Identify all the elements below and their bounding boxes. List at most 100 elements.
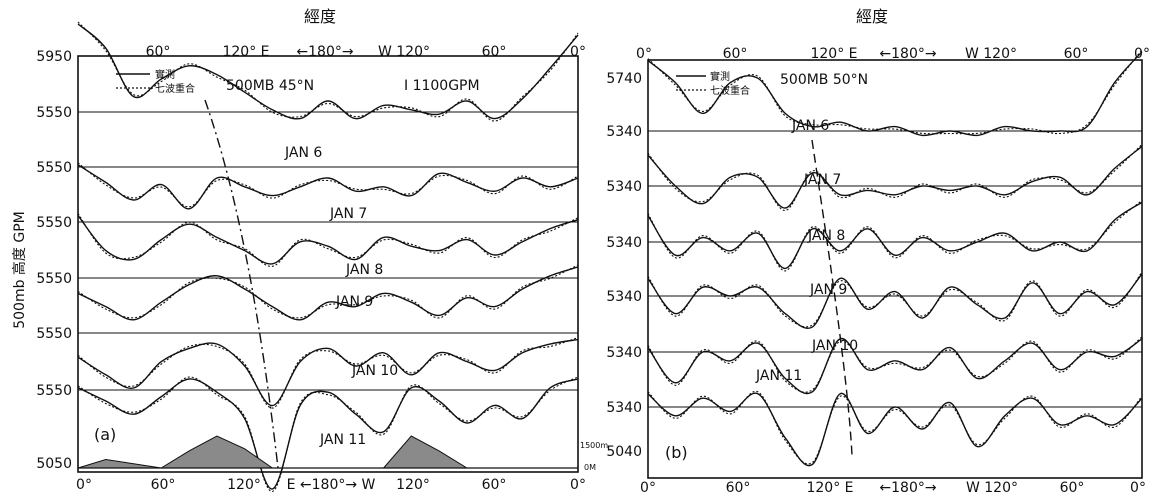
series-label: JAN 6 — [791, 118, 829, 134]
panel-a-contour-note: I 1100GPM — [404, 78, 480, 94]
panel-a-ytick: 5550 — [36, 271, 72, 287]
panel-a-bottom-tick: 0° — [570, 477, 586, 493]
series-line-seven-wave — [647, 271, 1143, 328]
legend-label-seven-wave: 七波重合 — [710, 84, 750, 97]
panel-a-top-axis-title: 經度 — [304, 7, 336, 26]
panel-b-bottom-tick: 0° — [1130, 480, 1146, 496]
series-line-seven-wave — [647, 336, 1143, 393]
series-label: JAN 9 — [809, 282, 847, 298]
series-label: JAN 10 — [811, 338, 858, 354]
series-label: JAN 9 — [335, 294, 373, 310]
terrain-segment — [383, 435, 469, 469]
panel-b-top-tick: 60° — [723, 46, 748, 62]
panel-b-trough-axis — [811, 139, 853, 456]
panel-a-plot-frame — [77, 55, 579, 473]
panel-b-top-tick: 120° E — [810, 46, 857, 62]
panel-b-bottom-tick: 0° — [640, 480, 656, 496]
panel-b: 經度 0° 60° 120° E ←180°→ W 120° 60° 0° 50… — [606, 7, 1150, 496]
series-line-seven-wave — [647, 144, 1143, 212]
y-axis-label: 500mb 高度 GPM — [11, 211, 28, 329]
series-label: JAN 10 — [351, 363, 398, 379]
panel-a-top-tick: W 120° — [378, 44, 430, 60]
panel-a-ytick: 5050 — [36, 456, 72, 472]
series-line-observed — [647, 338, 1143, 395]
series-line-seven-wave — [77, 264, 579, 319]
panel-b-ytick: 5340 — [606, 124, 642, 140]
panel-b-ytick: 5040 — [606, 444, 642, 460]
series-line-seven-wave — [77, 376, 579, 493]
series-line-seven-wave — [77, 21, 579, 122]
panel-b-bottom-tick: 60° — [726, 480, 751, 496]
series-line-seven-wave — [647, 199, 1143, 272]
series-line-seven-wave — [77, 337, 579, 409]
series-line-seven-wave — [77, 213, 579, 267]
panel-b-bottom-tick: 60° — [1060, 480, 1085, 496]
panel-a-bottom-tick: 120° — [396, 477, 430, 493]
panel-b-legend: 實測 七波重合 — [676, 70, 750, 97]
panel-b-top-tick: 0° — [636, 46, 652, 62]
series-line-observed — [647, 51, 1143, 137]
series-line-seven-wave — [647, 390, 1143, 465]
panel-a-ytick: 5550 — [36, 383, 72, 399]
panel-a-terrain-profile — [77, 435, 578, 469]
series-line-observed — [77, 338, 579, 407]
panel-a: 經度 60° 120° E ←180°→ W 120° 60° 0° 500MB… — [36, 7, 608, 493]
panel-b-series-group: JAN 6 JAN 7 JAN 8 JAN 9 JAN 10 JAN 11 — [647, 49, 1143, 467]
series-line-observed — [77, 164, 579, 210]
panel-b-bottom-tick: ←180°→ — [879, 480, 936, 496]
panel-a-series-group: JAN 6 JAN 7 JAN 8 JAN 9 JAN 10 JAN 11 — [77, 21, 579, 493]
panel-b-top-tick: 60° — [1064, 46, 1089, 62]
terrain-scale-max: 1500m — [580, 441, 608, 450]
panel-b-ytick: 5340 — [606, 235, 642, 251]
panel-b-ytick: 5740 — [606, 71, 642, 87]
series-label: JAN 8 — [345, 262, 383, 278]
legend-label-observed: 實測 — [710, 70, 730, 83]
panel-a-ytick: 5950 — [36, 49, 72, 65]
series-line-observed — [647, 145, 1143, 209]
panel-a-trough-axis — [204, 99, 279, 469]
series-line-observed — [77, 23, 579, 120]
panel-a-top-tick: 60° — [146, 44, 171, 60]
terrain-segment — [77, 458, 162, 469]
series-label: JAN 7 — [329, 206, 367, 222]
panel-b-bottom-tick: 120° E — [806, 480, 853, 496]
panel-a-top-tick: 60° — [482, 44, 507, 60]
series-line-observed — [647, 392, 1143, 467]
panel-a-ytick: 5550 — [36, 160, 72, 176]
series-line-seven-wave — [77, 162, 579, 208]
panel-a-top-tick: ←180°→ — [296, 44, 353, 60]
panel-a-bottom-tick: 120° — [227, 477, 261, 493]
series-label: JAN 11 — [755, 368, 802, 384]
panel-b-top-axis-title: 經度 — [856, 7, 888, 26]
panel-b-top-tick: 0° — [1134, 46, 1150, 62]
series-line-observed — [77, 266, 579, 321]
panel-b-label: (b) — [665, 443, 688, 462]
panel-b-plot-frame — [647, 59, 1143, 479]
panel-b-ytick: 5340 — [606, 289, 642, 305]
panel-a-ytick: 5550 — [36, 215, 72, 231]
legend-label-observed: 實測 — [155, 68, 175, 81]
panel-a-bottom-tick: 60° — [482, 477, 507, 493]
series-line-observed — [77, 378, 579, 490]
series-label: JAN 11 — [319, 432, 366, 448]
terrain-scale-zero: 0M — [584, 463, 596, 472]
panel-a-top-tick: 120° E — [222, 44, 269, 60]
panel-b-ytick: 5340 — [606, 345, 642, 361]
series-line-observed — [647, 201, 1143, 270]
panel-a-bottom-tick: 60° — [151, 477, 176, 493]
series-line-seven-wave — [647, 49, 1143, 135]
panel-a-header: 500MB 45°N — [226, 78, 314, 94]
series-line-observed — [77, 214, 579, 265]
legend-label-seven-wave: 七波重合 — [155, 82, 195, 95]
panel-a-ytick: 5550 — [36, 326, 72, 342]
panel-b-bottom-tick: W 120° — [966, 480, 1018, 496]
series-label: JAN 8 — [807, 228, 845, 244]
panel-a-legend: 實測 七波重合 — [116, 68, 195, 95]
panel-a-bottom-tick: 0° — [76, 477, 92, 493]
panel-b-ytick: 5340 — [606, 179, 642, 195]
series-label: JAN 6 — [284, 145, 322, 161]
panel-b-top-tick: W 120° — [965, 46, 1017, 62]
panel-a-bottom-tick: E ←180°→ W — [287, 477, 376, 493]
panel-b-header: 500MB 50°N — [780, 72, 868, 88]
